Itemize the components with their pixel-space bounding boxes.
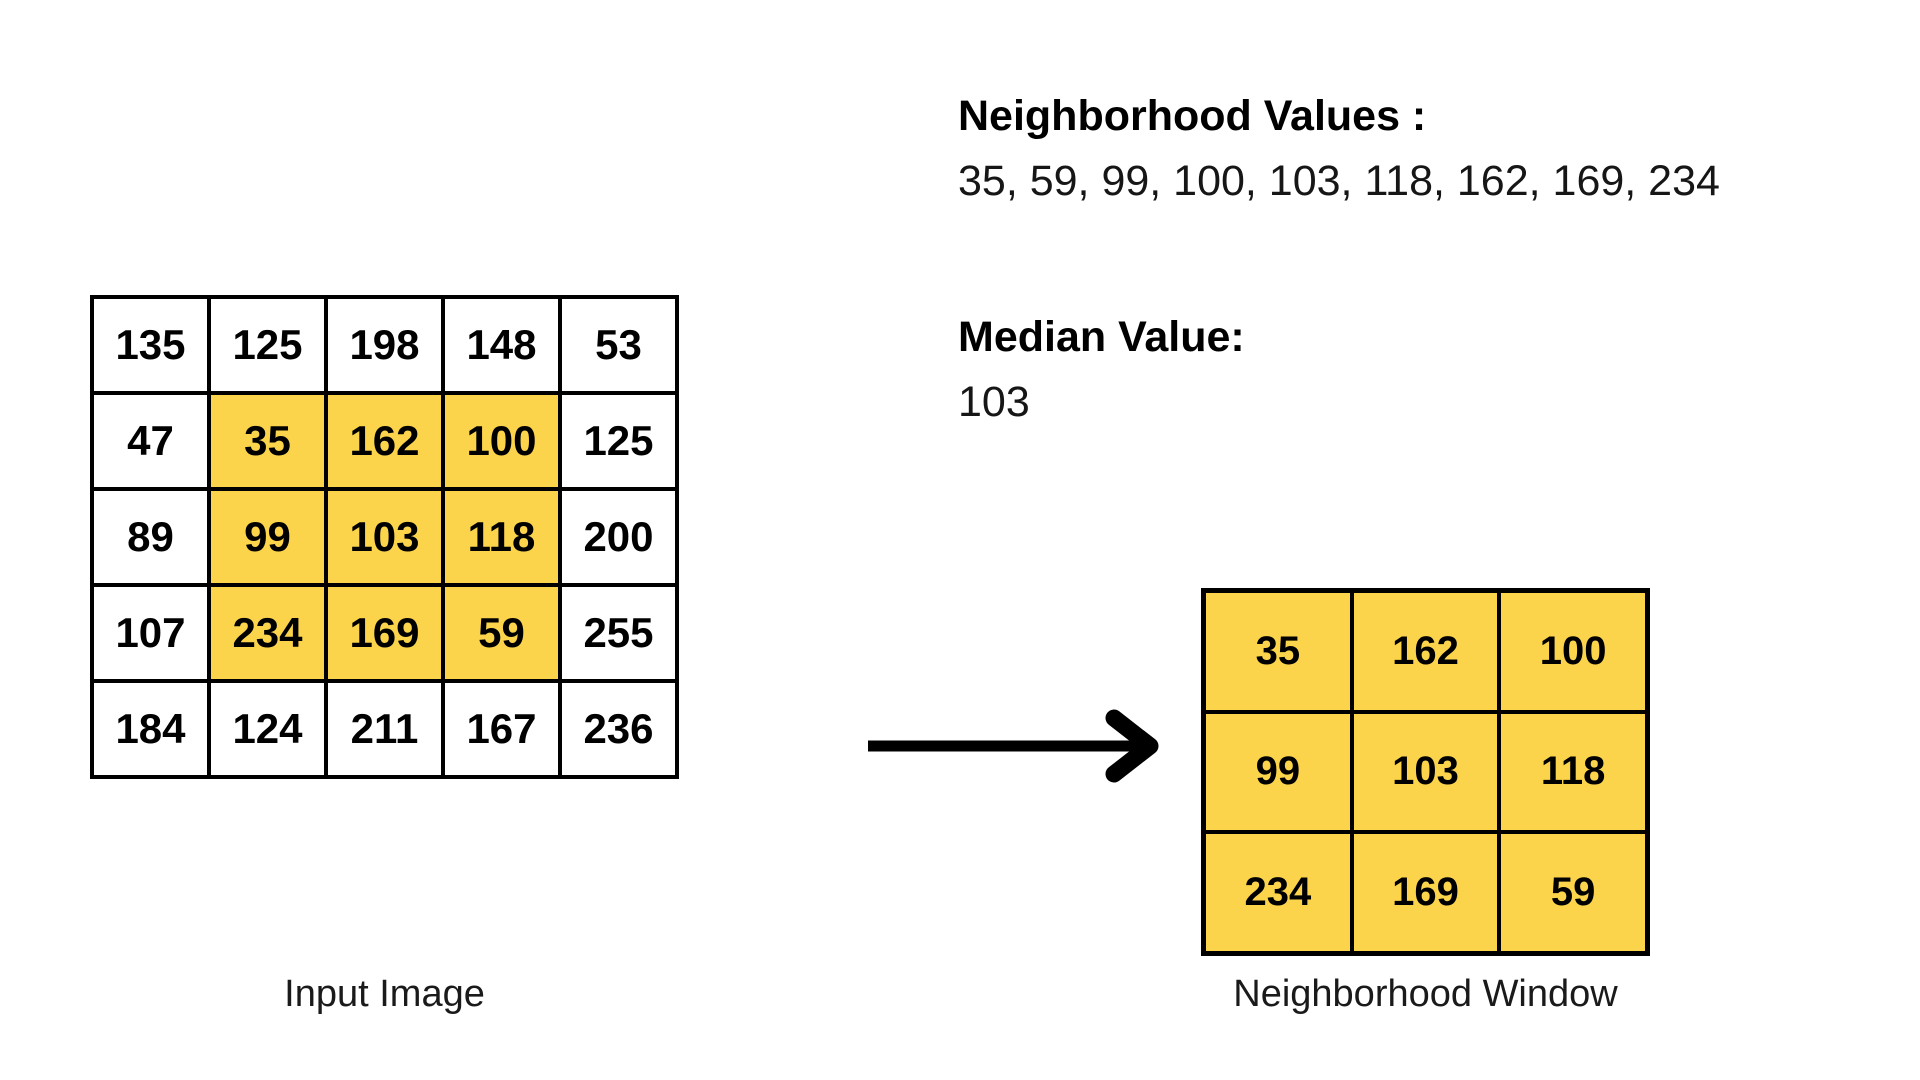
grid-cell: 211	[326, 681, 443, 777]
grid-cell: 100	[443, 393, 560, 489]
grid-cell: 236	[560, 681, 677, 777]
info-block: Neighborhood Values : 35, 59, 99, 100, 1…	[958, 84, 1878, 434]
grid-cell: 125	[209, 297, 326, 393]
grid-cell: 162	[1351, 591, 1500, 712]
grid-cell: 35	[209, 393, 326, 489]
grid-cell: 125	[560, 393, 677, 489]
grid-cell: 35	[1204, 591, 1352, 712]
grid-cell: 89	[92, 489, 209, 585]
grid-cell: 184	[92, 681, 209, 777]
grid-cell: 234	[209, 585, 326, 681]
median-value-label: Median Value:	[958, 313, 1245, 361]
input-image-grid: 135 125 198 148 53 47 35 162 100 125 89 99 103 118 200…	[90, 295, 679, 779]
grid-cell: 53	[560, 297, 677, 393]
grid-cell: 148	[443, 297, 560, 393]
grid-cell: 59	[443, 585, 560, 681]
grid-cell: 107	[92, 585, 209, 681]
input-image-caption: Input Image	[284, 973, 485, 1015]
grid-cell: 59	[1499, 832, 1647, 953]
grid-cell: 118	[443, 489, 560, 585]
arrow-right-icon	[868, 709, 1159, 783]
grid-cell: 169	[1351, 832, 1500, 953]
grid-cell: 118	[1499, 711, 1647, 833]
grid-cell: 103	[326, 489, 443, 585]
grid-cell: 200	[560, 489, 677, 585]
neighborhood-values-label: Neighborhood Values :	[958, 92, 1427, 140]
grid-cell: 169	[326, 585, 443, 681]
grid-cell: 167	[443, 681, 560, 777]
median-value: 103	[958, 377, 1030, 426]
grid-cell: 124	[209, 681, 326, 777]
grid-cell: 100	[1499, 591, 1647, 712]
grid-cell: 162	[326, 393, 443, 489]
grid-cell: 99	[209, 489, 326, 585]
grid-cell: 255	[560, 585, 677, 681]
grid-cell: 47	[92, 393, 209, 489]
grid-cell: 234	[1204, 832, 1352, 953]
grid-cell: 99	[1204, 711, 1352, 833]
neighborhood-window-caption: Neighborhood Window	[1233, 973, 1618, 1015]
neighborhood-values-list: 35, 59, 99, 100, 103, 118, 162, 169, 234	[958, 156, 1720, 205]
grid-cell: 103	[1351, 711, 1500, 833]
grid-cell: 135	[92, 297, 209, 393]
spacer	[958, 213, 1878, 305]
grid-cell: 198	[326, 297, 443, 393]
neighborhood-window-grid: 35 162 100 99 103 118 234 169 59	[1201, 588, 1650, 956]
